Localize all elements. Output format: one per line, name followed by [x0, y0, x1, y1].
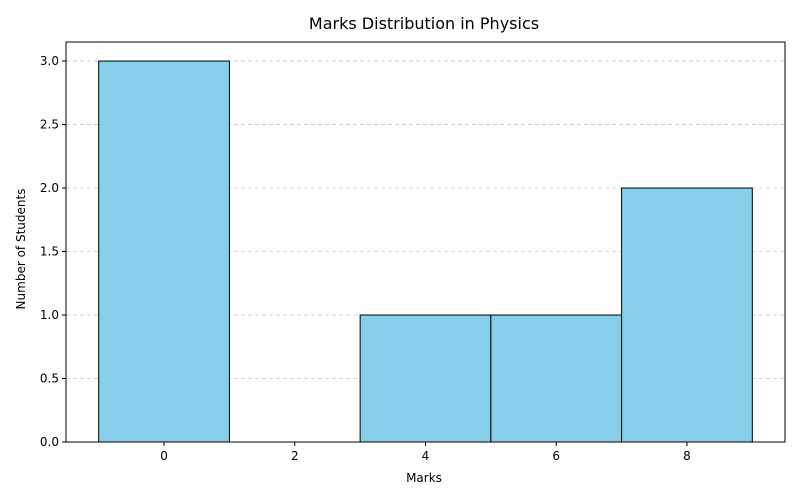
y-tick-label-2: 1.0: [40, 308, 59, 322]
x-tick-label-2: 4: [422, 449, 430, 463]
histogram-bar-0: [98, 60, 230, 443]
histogram-bar-3: [490, 314, 623, 443]
histogram-bar-2: [359, 314, 492, 443]
y-tick-label-3: 1.5: [40, 245, 59, 259]
y-axis-label: Number of Students: [14, 189, 28, 310]
histogram-bar-4: [621, 187, 753, 443]
y-tick-label-1: 0.5: [40, 372, 59, 386]
y-tick-label-4: 2.0: [40, 181, 59, 195]
y-tick-label-5: 2.5: [40, 118, 59, 132]
x-axis-label: Marks: [406, 471, 442, 485]
x-axis-ticks: 0 2 4 6 8: [160, 442, 691, 463]
y-axis-ticks: 0.0 0.5 1.0 1.5 2.0 2.5 3.0: [40, 54, 66, 449]
x-tick-label-4: 8: [683, 449, 691, 463]
y-tick-label-6: 3.0: [40, 54, 59, 68]
x-tick-label-1: 2: [291, 449, 299, 463]
bars-layer: [98, 60, 753, 443]
y-tick-label-0: 0.0: [40, 435, 59, 449]
x-tick-label-0: 0: [160, 449, 168, 463]
x-tick-label-3: 6: [552, 449, 560, 463]
chart-title: Marks Distribution in Physics: [309, 14, 539, 33]
